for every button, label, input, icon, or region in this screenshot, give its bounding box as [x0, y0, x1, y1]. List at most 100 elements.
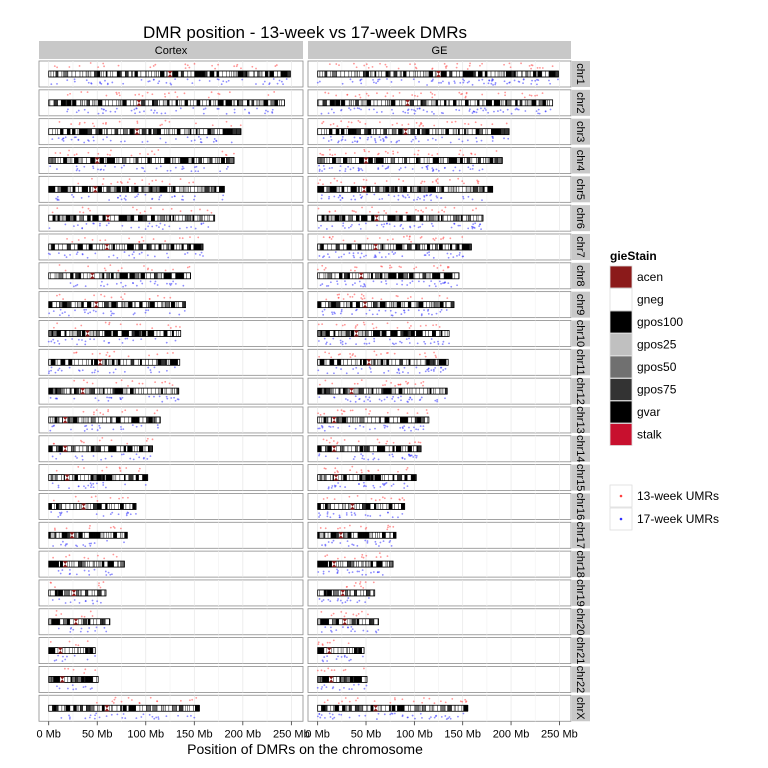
dmr-point-17-week [106, 82, 109, 85]
dmr-point-13-week [87, 557, 90, 560]
ideogram-band-gneg [389, 70, 395, 78]
ideogram-band-gpos25 [470, 186, 474, 193]
dmr-point-17-week [471, 167, 474, 170]
ideogram-band-gneg [147, 387, 152, 395]
dmr-point-17-week [144, 311, 147, 314]
dmr-point-13-week [69, 92, 71, 95]
ideogram-band-gpos25 [331, 214, 336, 222]
dmr-point-17-week [175, 138, 177, 140]
dmr-point-13-week [151, 179, 154, 182]
dmr-point-17-week [384, 256, 387, 258]
ideogram-band-gpos75 [407, 330, 410, 337]
ideogram-band-gpos50 [383, 186, 386, 193]
dmr-point-17-week [370, 136, 373, 138]
ideogram-band-gneg [109, 243, 112, 251]
dmr-point-17-week [91, 428, 94, 431]
dmr-point-17-week [400, 399, 402, 402]
dmr-point-17-week [199, 141, 202, 143]
ideogram-band-gneg [83, 647, 86, 654]
ideogram-band-gneg [134, 445, 138, 452]
dmr-point-13-week [337, 557, 339, 560]
ideogram-band-gneg [385, 532, 390, 539]
dmr-point-13-week [417, 441, 420, 444]
ideogram-band-gneg [154, 214, 159, 222]
ideogram-band-gneg [120, 416, 125, 424]
dmr-point-17-week [95, 513, 98, 516]
dmr-point-17-week [57, 627, 60, 630]
dmr-point-13-week [353, 557, 356, 560]
ideogram-band-gneg [399, 99, 403, 107]
ideogram-band-gneg [103, 532, 108, 539]
dmr-point-13-week [413, 153, 416, 156]
dmr-point-17-week [439, 310, 442, 313]
ideogram-band-gneg [411, 186, 414, 193]
dmr-point-13-week [385, 380, 388, 382]
ideogram-band-gneg [371, 416, 376, 424]
ideogram-band-gneg [426, 70, 430, 78]
ideogram-band-gpos75 [450, 301, 454, 308]
dmr-point-17-week [154, 337, 157, 340]
ideogram-band-gpos100 [58, 445, 63, 452]
dmr-point-13-week [120, 267, 123, 269]
ideogram-band-gneg [347, 416, 352, 424]
ideogram-band-gneg [426, 99, 429, 107]
ideogram-band-gvar [157, 359, 162, 366]
dmr-point-13-week [342, 669, 345, 672]
dmr-point-17-week [343, 686, 345, 689]
ideogram-band-gpos50 [324, 474, 327, 481]
ideogram-band-gneg [132, 301, 135, 308]
ideogram-band-gpos100 [396, 445, 399, 452]
dmr-point-13-week [528, 64, 531, 67]
dmr-point-13-week [414, 94, 416, 97]
ideogram-band-gneg [112, 705, 118, 712]
dmr-point-13-week [385, 442, 388, 445]
ideogram-band-gpos50 [56, 445, 59, 452]
dmr-point-17-week [372, 458, 375, 461]
dmr-point-17-week [318, 598, 321, 600]
ideogram-band-gvar [331, 301, 336, 308]
dmr-point-17-week [262, 83, 265, 86]
ideogram-band-gneg [338, 589, 341, 597]
ideogram-band-gneg [535, 99, 540, 107]
ideogram-band-gneg [52, 445, 57, 452]
dmr-point-13-week [385, 212, 387, 214]
dmr-point-17-week [166, 397, 169, 400]
ideogram-band-gneg [75, 128, 79, 135]
dmr-point-17-week [57, 654, 60, 657]
dmr-point-17-week [360, 108, 362, 111]
ideogram-band-gpos25 [376, 301, 381, 308]
ideogram-band-gpos100 [78, 272, 82, 280]
dmr-point-17-week [435, 168, 438, 171]
ideogram-band-gpos75 [100, 618, 103, 625]
dmr-point-17-week [389, 309, 392, 312]
dmr-point-13-week [106, 153, 109, 156]
ideogram-band-gpos100 [167, 272, 172, 280]
dmr-point-17-week [356, 570, 359, 573]
dmr-point-17-week [339, 312, 342, 315]
dmr-point-17-week [148, 395, 151, 398]
dmr-point-13-week [184, 63, 187, 66]
dmr-point-17-week [381, 574, 384, 576]
dmr-point-13-week [354, 325, 357, 328]
ideogram-band-gpos25 [76, 705, 79, 712]
ideogram-band-gpos100 [167, 99, 170, 107]
ideogram-band-gneg [423, 214, 427, 222]
dmr-point-17-week [323, 168, 326, 170]
ideogram-band-gpos100 [551, 70, 556, 78]
ideogram-band-gpos50 [114, 186, 118, 193]
dmr-point-17-week [344, 168, 347, 170]
panel-cortex-chr20 [38, 608, 304, 636]
ideogram-band-gneg [166, 359, 170, 366]
dmr-point-13-week [431, 67, 434, 70]
ideogram-band-gneg [317, 705, 322, 712]
dmr-point-13-week [93, 294, 95, 297]
dmr-point-13-week [97, 554, 99, 557]
ideogram-band-gneg [380, 503, 384, 510]
dmr-point-17-week [376, 111, 378, 114]
dmr-point-17-week [350, 198, 353, 201]
ideogram-band-gneg [90, 301, 95, 308]
dmr-point-17-week [442, 340, 445, 343]
dmr-point-17-week [349, 337, 351, 340]
ideogram-band-gneg [461, 99, 466, 107]
dmr-point-13-week [378, 441, 381, 444]
